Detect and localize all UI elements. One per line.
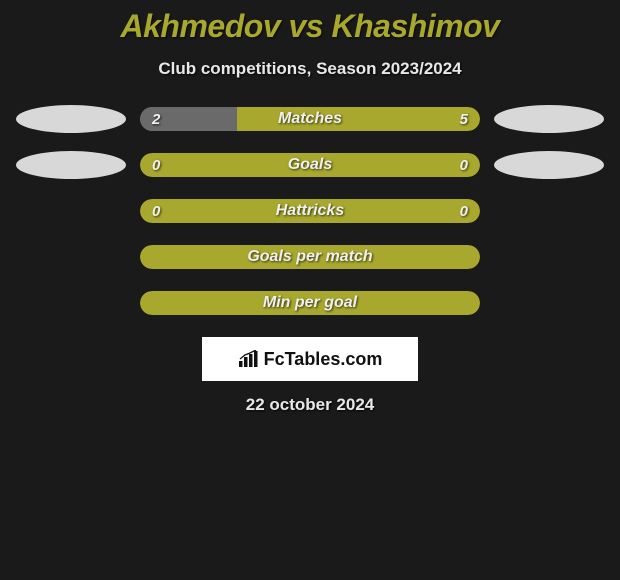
stat-label: Matches xyxy=(140,107,480,131)
spacer xyxy=(494,289,604,317)
page-title: Akhmedov vs Khashimov xyxy=(0,8,620,45)
player-right-marker xyxy=(494,151,604,179)
page-subtitle: Club competitions, Season 2023/2024 xyxy=(0,59,620,79)
date-label: 22 october 2024 xyxy=(0,395,620,415)
stat-row: 25Matches xyxy=(0,107,620,131)
stat-bar: Min per goal xyxy=(140,291,480,315)
player-left-marker xyxy=(16,105,126,133)
stat-bar: 25Matches xyxy=(140,107,480,131)
spacer xyxy=(494,197,604,225)
stat-bar: 00Goals xyxy=(140,153,480,177)
comparison-chart: Akhmedov vs Khashimov Club competitions,… xyxy=(0,0,620,415)
logo: FcTables.com xyxy=(238,349,383,370)
bar-chart-icon xyxy=(238,350,260,368)
stat-bar: Goals per match xyxy=(140,245,480,269)
stat-bar: 00Hattricks xyxy=(140,199,480,223)
stat-label: Goals per match xyxy=(140,245,480,269)
stat-label: Hattricks xyxy=(140,199,480,223)
stats-table: 25Matches 00Goals 00Hattricks Goals per mat… xyxy=(0,107,620,315)
player-left-marker xyxy=(16,151,126,179)
stat-row: Goals per match xyxy=(0,245,620,269)
logo-box: FcTables.com xyxy=(202,337,418,381)
stat-row: 00Hattricks xyxy=(0,199,620,223)
logo-text: FcTables.com xyxy=(264,349,383,370)
stat-label: Min per goal xyxy=(140,291,480,315)
spacer xyxy=(16,243,126,271)
stat-row: 00Goals xyxy=(0,153,620,177)
spacer xyxy=(494,243,604,271)
stat-row: Min per goal xyxy=(0,291,620,315)
stat-label: Goals xyxy=(140,153,480,177)
spacer xyxy=(16,289,126,317)
spacer xyxy=(16,197,126,225)
player-right-marker xyxy=(494,105,604,133)
